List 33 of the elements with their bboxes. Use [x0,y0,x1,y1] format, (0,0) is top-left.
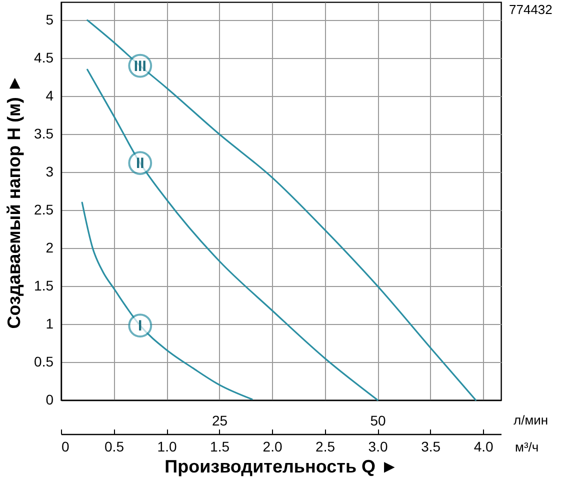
y-tick-label: 2.5 [34,202,54,218]
x-tick-label: 1.0 [157,438,177,454]
series-label: II [136,155,144,172]
y-tick-label: 0.5 [34,354,54,370]
y-tick-label: 5 [46,12,54,28]
series-label: I [138,318,142,335]
line-series [86,19,476,401]
y-tick-label: 3 [46,164,54,180]
x2-axis-title: л/мин [514,412,548,428]
y-axis-title: Создаваемый напор Н (м) ► [4,74,24,329]
x-tick-label: 3.0 [368,438,388,454]
series-label: III [134,58,146,75]
y-tick-label: 2 [46,240,54,256]
y-tick-label: 0 [46,392,54,408]
text: 774432 [509,2,552,17]
x-tick-label: 2.0 [262,438,282,454]
x2-tick-label: 50 [370,412,386,428]
x-tick-label: 0 [62,438,70,454]
x-tick-label: 4.0 [474,438,494,454]
x-tick-label: 2.5 [316,438,336,454]
x2-tick-label: 25 [212,412,228,428]
text: м³/ч [515,440,539,454]
y-tick-label: 1.5 [34,278,54,294]
line-series [81,202,253,400]
y-tick-label: 1 [46,316,54,332]
y-tick-label: 3.5 [34,126,54,142]
x-axis-title: Производительность Q ► [164,456,398,476]
y-tick-label: 4.5 [34,50,54,66]
x-tick-label: 0.5 [104,438,124,454]
y-tick-label: 4 [46,88,54,104]
x-tick-label: 1.5 [210,438,230,454]
x-tick-label: 3.5 [421,438,441,454]
point [128,314,152,338]
